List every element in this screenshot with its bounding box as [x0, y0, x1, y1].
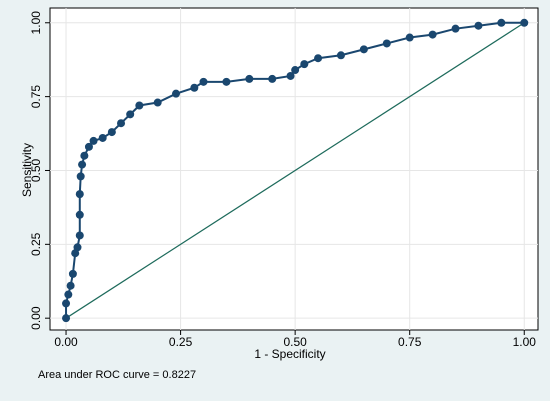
roc-point — [135, 101, 144, 110]
roc-point — [80, 151, 89, 160]
roc-point — [286, 71, 295, 80]
reference-line — [65, 22, 525, 319]
annotation: Area under ROC curve = 0.8227 — [38, 369, 196, 381]
roc-point — [190, 83, 199, 92]
roc-point — [75, 231, 84, 240]
roc-point — [291, 66, 300, 75]
x-tick-label: 1.00 — [513, 335, 537, 349]
roc-point — [199, 77, 208, 86]
roc-point — [474, 21, 483, 30]
roc-point — [62, 299, 71, 308]
roc-point — [78, 160, 87, 169]
roc-point — [336, 51, 345, 60]
y-tick-label: 0.00 — [29, 306, 43, 330]
roc-point — [68, 269, 77, 278]
roc-point — [62, 314, 71, 323]
y-axis-title: Sensitivity — [20, 143, 34, 197]
roc-point — [75, 190, 84, 199]
roc-point — [98, 133, 107, 142]
roc-point — [359, 45, 368, 54]
roc-point — [222, 77, 231, 86]
roc-point — [405, 33, 414, 42]
y-tick-label: 0.25 — [29, 232, 43, 256]
y-tick-label: 0.50 — [29, 158, 43, 182]
roc-point — [75, 210, 84, 219]
roc-point — [428, 30, 437, 39]
roc-point — [73, 243, 82, 252]
roc-point — [89, 136, 98, 145]
x-tick-label: 0.75 — [398, 335, 422, 349]
roc-point — [84, 142, 93, 151]
roc-point — [107, 128, 116, 137]
roc-point — [382, 39, 391, 48]
roc-point — [126, 110, 135, 119]
roc-point — [451, 24, 460, 33]
roc-point — [117, 119, 126, 128]
roc-point — [64, 290, 73, 299]
roc-point — [314, 54, 323, 63]
y-tick-label: 0.75 — [29, 85, 43, 109]
roc-point — [66, 281, 75, 290]
x-tick-label: 0.00 — [54, 335, 78, 349]
roc-point — [153, 98, 162, 107]
roc-point — [76, 172, 85, 181]
x-axis-title: 1 - Specificity — [254, 347, 325, 361]
roc-line — [65, 21, 525, 319]
roc-point — [497, 18, 506, 27]
roc-point — [520, 18, 529, 27]
roc-point — [172, 89, 181, 98]
x-tick-label: 0.25 — [169, 335, 193, 349]
roc-point — [268, 74, 277, 83]
roc-point — [245, 74, 254, 83]
roc-point — [300, 60, 309, 69]
y-tick-label: 1.00 — [29, 11, 43, 35]
x-tick-label: 0.50 — [283, 335, 307, 349]
